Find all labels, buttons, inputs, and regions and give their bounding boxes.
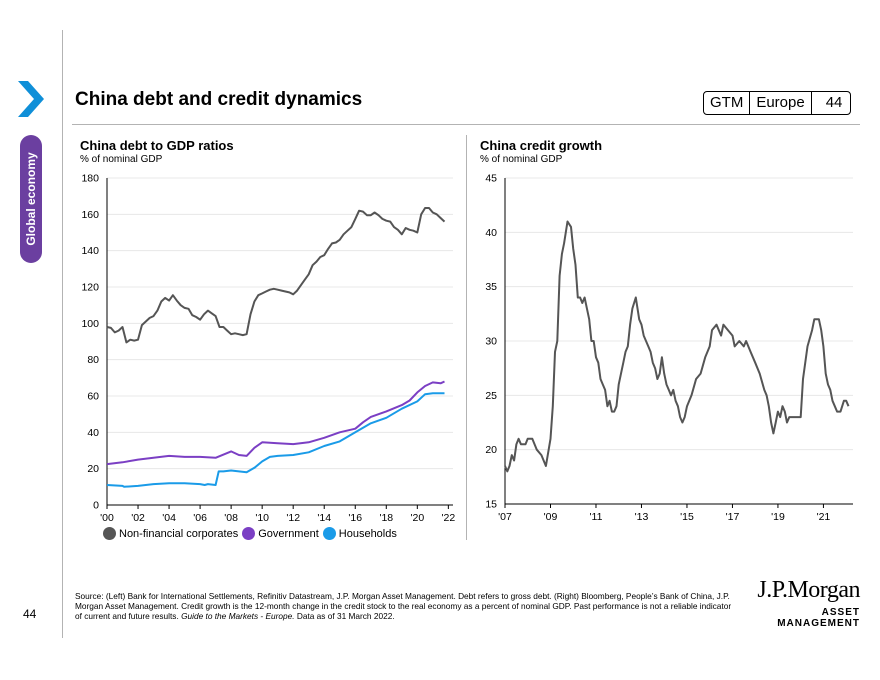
left-x-tick-label: '00 [100,512,114,524]
right-x-tick-label: '11 [590,511,603,523]
left-y-tick-label: 100 [81,318,99,330]
left-x-tick-label: '12 [286,512,300,524]
right-y-tick-label: 20 [485,444,497,456]
right-x-tick-label: '13 [635,511,649,523]
right-x-tick-label: '15 [680,511,694,523]
left-y-tick-label: 120 [81,282,99,294]
right-y-tick-label: 15 [485,499,497,511]
right-x-tick-label: '19 [771,511,785,523]
chevron-right-icon [18,81,44,117]
right-x-tick-label: '17 [726,511,740,523]
right-x-tick-label: '09 [544,511,558,523]
left-chart-title: China debt to GDP ratios [80,138,234,153]
page-title: China debt and credit dynamics [75,89,363,110]
left-series-line-non-financial-corporates [106,207,446,344]
right-y-tick-label: 40 [485,227,497,239]
right-chart-title: China credit growth [480,138,603,153]
left-y-tick-label: 180 [81,173,99,185]
left-x-tick-label: '04 [162,512,176,524]
legend-swatch-government [242,527,256,540]
left-x-tick-label: '06 [193,512,207,524]
footnote-guide: Guide to the Markets - Europe. [181,611,295,621]
legend-item-government: Government [242,527,319,540]
footnote-date: Data as of 31 March 2022. [294,611,395,621]
left-y-tick-label: 0 [93,500,99,512]
left-y-tick-label: 40 [87,427,99,439]
footnote-main: Source: (Left) Bank for International Se… [75,591,732,621]
legend-item-households: Households [322,527,397,540]
legend-label-households: Households [338,527,397,540]
logo-name: J.P.Morgan [757,577,860,603]
page-vertical-rule [62,30,63,638]
right-y-tick-label: 35 [485,281,497,293]
left-series-line-households [106,392,445,488]
legend-swatch-nfc [103,527,116,540]
left-x-tick-label: '14 [317,512,331,524]
legend-label-nfc: Non-financial corporates [119,527,239,540]
region-label: Europe [749,92,810,114]
badge-page-number: 44 [810,92,851,114]
left-x-tick-label: '10 [255,512,269,524]
left-x-tick-label: '08 [224,512,238,524]
title-divider [72,124,860,125]
left-y-tick-label: 80 [87,354,99,366]
legend-label-government: Government [258,527,319,540]
jpmorgan-logo: J.P.Morgan ASSET MANAGEMENT [740,577,860,629]
logo-subtitle: ASSET MANAGEMENT [777,607,860,629]
right-x-tick-label: '07 [498,511,512,523]
left-x-tick-label: '20 [410,512,424,524]
page-number: 44 [23,607,37,621]
right-chart-subtitle: % of nominal GDP [480,154,563,165]
chart-divider [466,135,467,540]
legend-item-nfc: Non-financial corporates [103,527,238,540]
right-x-tick-label: '21 [817,511,831,523]
section-tab[interactable]: Global economy [20,135,42,263]
right-series-line-credit-growth [504,220,850,473]
gtm-badge: GTM Europe 44 [703,91,852,115]
left-x-tick-label: '22 [442,512,456,524]
left-y-tick-label: 20 [87,463,99,475]
gtm-label: GTM [710,94,744,111]
left-x-tick-label: '16 [348,512,362,524]
source-footnote: Source: (Left) Bank for International Se… [75,591,735,621]
left-y-tick-label: 160 [81,209,99,221]
left-y-tick-label: 60 [87,391,99,403]
left-chart-legend: Non-financial corporates Government Hous… [103,527,401,540]
right-y-tick-label: 25 [485,390,497,402]
left-series-line-government [106,380,445,466]
left-y-tick-label: 140 [81,245,99,257]
left-x-tick-label: '02 [131,512,145,524]
right-y-tick-label: 30 [485,336,497,348]
legend-swatch-households [322,527,336,540]
right-y-tick-label: 45 [485,173,497,185]
left-chart-subtitle: % of nominal GDP [80,154,163,165]
left-x-tick-label: '18 [379,512,393,524]
